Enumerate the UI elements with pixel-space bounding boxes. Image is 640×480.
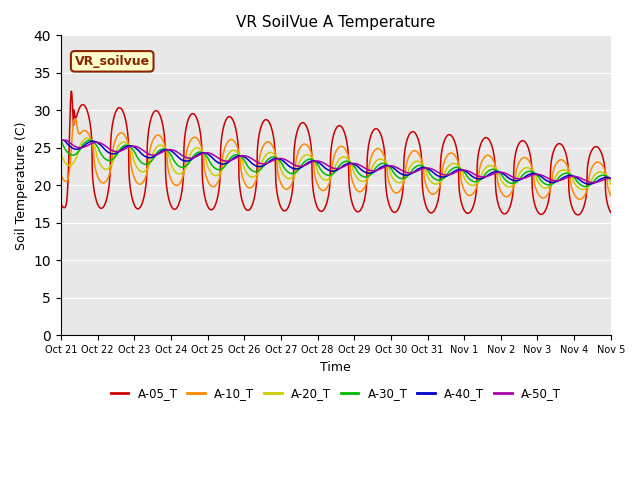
- Legend: A-05_T, A-10_T, A-20_T, A-30_T, A-40_T, A-50_T: A-05_T, A-10_T, A-20_T, A-30_T, A-40_T, …: [106, 382, 566, 404]
- A-40_T: [607, 175, 614, 181]
- A-50_T: [364, 167, 371, 172]
- A-40_T: [558, 175, 566, 181]
- A-05_T: [364, 148, 372, 154]
- A-50_T: [589, 180, 597, 185]
- A-10_T: [607, 192, 614, 198]
- A-50_T: [57, 137, 65, 143]
- A-50_T: [607, 175, 614, 181]
- A-50_T: [352, 161, 360, 167]
- A-30_T: [559, 171, 566, 177]
- A-10_T: [211, 183, 218, 189]
- A-40_T: [211, 157, 218, 163]
- A-20_T: [352, 173, 360, 179]
- A-50_T: [495, 169, 503, 175]
- A-10_T: [496, 186, 504, 192]
- Line: A-30_T: A-30_T: [61, 140, 611, 186]
- Text: VR_soilvue: VR_soilvue: [75, 55, 150, 68]
- A-20_T: [496, 174, 504, 180]
- Title: VR SoilVue A Temperature: VR SoilVue A Temperature: [236, 15, 436, 30]
- A-20_T: [559, 167, 566, 173]
- A-40_T: [57, 137, 65, 143]
- A-30_T: [574, 180, 582, 185]
- A-20_T: [83, 135, 91, 141]
- A-05_T: [57, 201, 65, 206]
- A-20_T: [607, 181, 614, 187]
- A-10_T: [352, 186, 360, 192]
- Line: A-05_T: A-05_T: [61, 91, 611, 215]
- A-10_T: [364, 176, 372, 181]
- A-05_T: [559, 143, 566, 149]
- A-05_T: [574, 212, 582, 218]
- A-40_T: [586, 181, 593, 187]
- A-05_T: [496, 206, 504, 212]
- A-10_T: [574, 196, 582, 202]
- A-20_T: [579, 187, 586, 192]
- A-10_T: [57, 172, 65, 178]
- A-20_T: [574, 184, 582, 190]
- A-10_T: [576, 196, 584, 202]
- A-05_T: [574, 212, 582, 218]
- A-05_T: [352, 208, 360, 214]
- A-30_T: [607, 177, 614, 182]
- A-05_T: [211, 204, 218, 210]
- Line: A-10_T: A-10_T: [61, 119, 611, 199]
- A-05_T: [67, 88, 75, 94]
- A-40_T: [364, 170, 371, 176]
- Line: A-40_T: A-40_T: [61, 140, 611, 184]
- A-20_T: [364, 175, 372, 180]
- A-50_T: [211, 153, 218, 158]
- A-30_T: [364, 174, 372, 180]
- A-40_T: [573, 175, 581, 181]
- A-30_T: [582, 183, 589, 189]
- Line: A-50_T: A-50_T: [61, 140, 611, 182]
- A-05_T: [607, 210, 614, 216]
- Y-axis label: Soil Temperature (C): Soil Temperature (C): [15, 121, 28, 250]
- A-50_T: [558, 177, 566, 182]
- A-20_T: [211, 172, 218, 178]
- A-20_T: [57, 151, 65, 157]
- A-10_T: [559, 157, 566, 163]
- X-axis label: Time: Time: [321, 360, 351, 373]
- A-30_T: [85, 137, 93, 143]
- A-10_T: [72, 116, 79, 122]
- A-30_T: [496, 170, 504, 176]
- A-30_T: [57, 138, 65, 144]
- A-30_T: [352, 166, 360, 172]
- A-40_T: [495, 169, 503, 175]
- A-30_T: [211, 165, 218, 171]
- A-50_T: [573, 174, 581, 180]
- A-40_T: [352, 162, 360, 168]
- Line: A-20_T: A-20_T: [61, 138, 611, 190]
